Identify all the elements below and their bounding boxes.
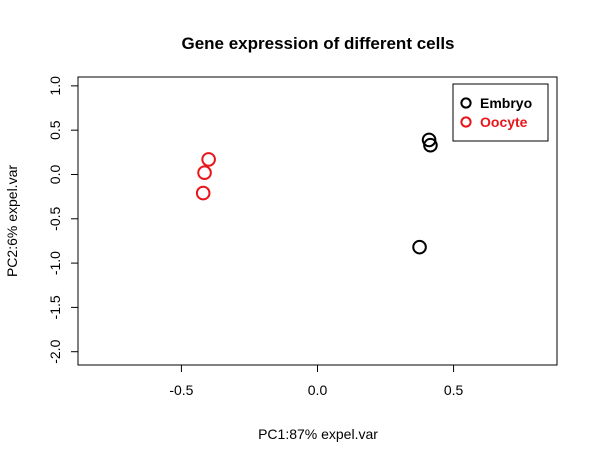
x-axis: -0.5 0.0 0.5	[169, 364, 464, 398]
data-point-oocyte	[201, 152, 216, 167]
y-tick-label: 1.0	[47, 76, 63, 96]
x-tick-label: 0.5	[444, 382, 464, 398]
legend-box	[452, 83, 549, 142]
data-point-embryo	[412, 239, 427, 255]
data-point-oocyte	[197, 165, 212, 181]
legend-marker-embryo	[460, 97, 472, 109]
x-tick-label: -0.5	[169, 382, 193, 398]
legend: Embryo Oocyte	[452, 83, 549, 142]
y-tick-label: -1.5	[47, 295, 63, 319]
y-tick-label: -1.0	[47, 251, 63, 275]
data-point-embryo	[423, 137, 438, 153]
chart-title: Gene expression of different cells	[181, 34, 454, 53]
y-tick-label: 0.0	[47, 165, 63, 185]
legend-label-oocyte: Oocyte	[480, 114, 528, 130]
legend-marker-oocyte	[460, 116, 472, 128]
y-tick-label: 0.5	[47, 120, 63, 140]
points-layer	[195, 132, 438, 255]
x-axis-label: PC1:87% expel.var	[258, 426, 378, 442]
legend-label-embryo: Embryo	[480, 95, 532, 111]
y-axis: 1.0 0.5 0.0 -0.5 -1.0 -1.5 -2.0	[47, 76, 79, 364]
y-tick-label: -2.0	[47, 339, 63, 363]
y-axis-label: PC2:6% expel.var	[4, 165, 20, 277]
x-tick-label: 0.0	[308, 382, 328, 398]
y-tick-label: -0.5	[47, 207, 63, 231]
data-point-oocyte	[195, 185, 211, 201]
